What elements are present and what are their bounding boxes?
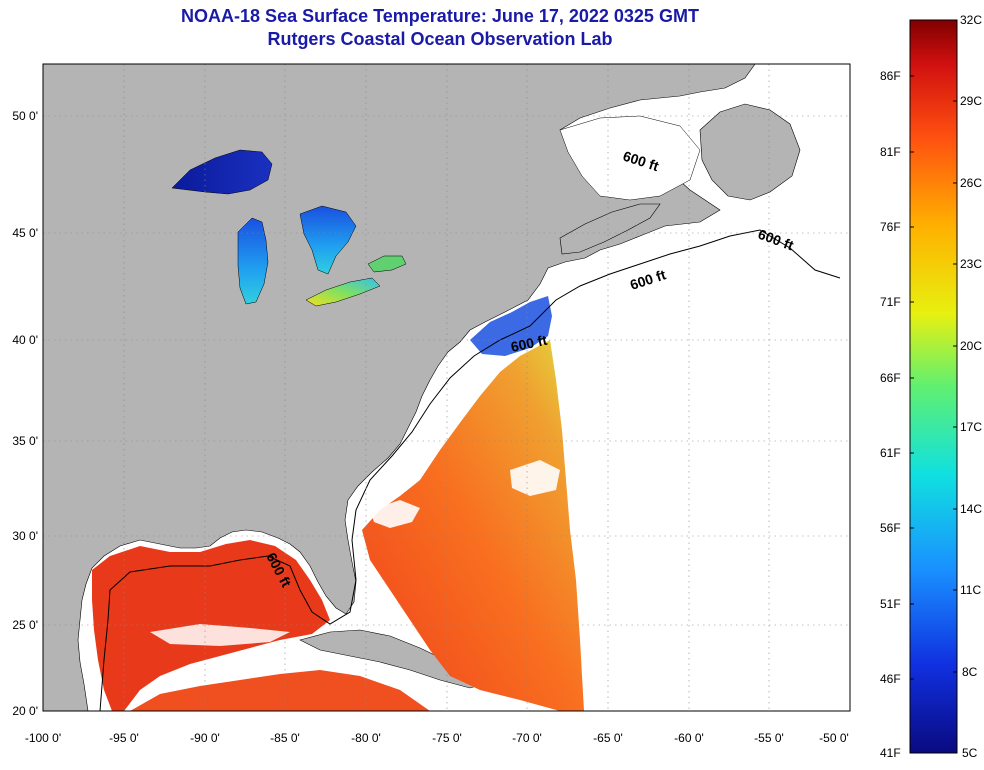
lat-tick-label: 45 0'	[12, 226, 38, 240]
celsius-label: 32C	[960, 13, 983, 27]
fahrenheit-label: 81F	[880, 145, 901, 159]
longitude-axis: -100 0' -95 0' -90 0' -85 0' -80 0' -75 …	[25, 731, 849, 745]
latitude-axis: 50 0' 45 0' 40 0' 35 0' 30 0' 25 0' 20 0…	[12, 109, 38, 718]
lat-tick-label: 25 0'	[12, 618, 38, 632]
caribbean-warm-water	[130, 670, 430, 711]
atlantic-warm-water	[362, 340, 584, 711]
celsius-label: 17C	[960, 420, 983, 434]
lake-superior	[171, 149, 273, 195]
fahrenheit-label: 56F	[880, 521, 901, 535]
lake-erie	[305, 277, 381, 307]
nova-scotia-land	[559, 203, 661, 255]
newfoundland-land	[699, 103, 801, 201]
lat-tick-label: 30 0'	[12, 529, 38, 543]
celsius-label: 23C	[960, 257, 983, 271]
lake-ontario	[367, 255, 407, 273]
map-frame	[42, 63, 851, 712]
grid-lines	[43, 64, 850, 711]
lat-tick-label: 50 0'	[12, 109, 38, 123]
lon-tick-label: -55 0'	[754, 731, 784, 745]
fahrenheit-label: 46F	[880, 672, 901, 686]
lon-tick-label: -80 0'	[351, 731, 381, 745]
lon-tick-label: -70 0'	[512, 731, 542, 745]
lon-tick-label: -75 0'	[432, 731, 462, 745]
lat-tick-label: 40 0'	[12, 333, 38, 347]
colorbar-ticks	[910, 19, 957, 680]
cold-coastal-water	[470, 296, 552, 356]
cloud-patch	[150, 624, 290, 646]
gulf-st-lawrence	[559, 115, 701, 201]
lat-tick-label: 35 0'	[12, 434, 38, 448]
celsius-label: 14C	[960, 502, 983, 516]
fahrenheit-label: 86F	[880, 69, 901, 83]
map-subtitle: Rutgers Coastal Ocean Observation Lab	[267, 29, 613, 49]
contour-label: 600 ft	[509, 332, 548, 355]
lat-tick-label: 20 0'	[12, 704, 38, 718]
depth-contour	[99, 229, 841, 712]
map-title: NOAA-18 Sea Surface Temperature: June 17…	[181, 6, 699, 26]
fahrenheit-label: 51F	[880, 597, 901, 611]
fahrenheit-label: 66F	[880, 371, 901, 385]
lon-tick-label: -65 0'	[593, 731, 623, 745]
cloud-patch	[370, 500, 420, 528]
fahrenheit-label: 41F	[880, 746, 901, 760]
lon-tick-label: -95 0'	[109, 731, 139, 745]
fahrenheit-label: 71F	[880, 295, 901, 309]
lon-tick-label: -60 0'	[674, 731, 704, 745]
lake-michigan	[237, 217, 269, 305]
fahrenheit-label: 61F	[880, 446, 901, 460]
celsius-label: 8C	[962, 665, 978, 679]
celsius-label: 20C	[960, 339, 983, 353]
lon-tick-label: -90 0'	[190, 731, 220, 745]
cloud-patch	[510, 460, 560, 496]
lon-tick-label: -100 0'	[25, 731, 61, 745]
celsius-label: 5C	[962, 746, 978, 760]
lon-tick-label: -50 0'	[819, 731, 849, 745]
lake-huron	[299, 205, 357, 275]
celsius-label: 26C	[960, 176, 983, 190]
colorbar	[909, 19, 958, 754]
fahrenheit-label: 76F	[880, 220, 901, 234]
celsius-label: 11C	[960, 583, 982, 597]
celsius-label: 29C	[960, 94, 983, 108]
lon-tick-label: -85 0'	[270, 731, 300, 745]
